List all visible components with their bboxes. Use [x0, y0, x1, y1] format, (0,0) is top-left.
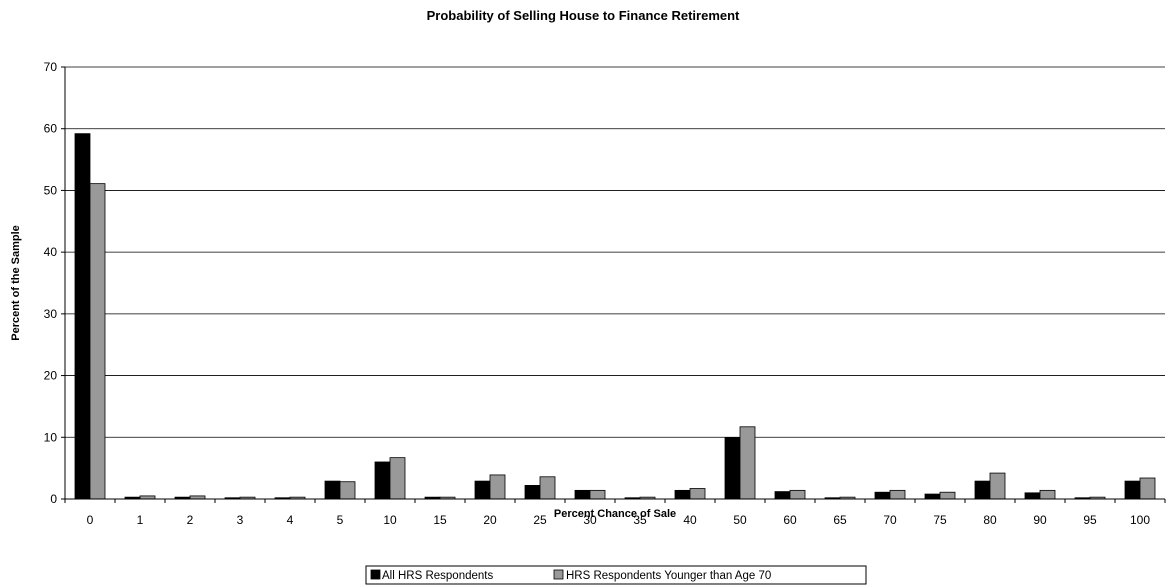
bar-all-30 [574, 489, 591, 500]
x-tick-label: 1 [137, 513, 144, 527]
bar-younger-0 [89, 183, 106, 500]
bar-younger-20 [489, 474, 506, 500]
bar-younger-60 [789, 489, 806, 500]
legend: All HRS Respondents HRS Respondents Young… [365, 565, 867, 585]
bar-all-25 [524, 485, 541, 500]
x-axis-ticks: 0 1 2 3 4 5 10 15 20 25 30 35 40 50 60 65 70 75 80 90 95 100 [64, 499, 1166, 527]
legend-label-all: All HRS Respondents [382, 570, 493, 582]
bar-all-80 [974, 480, 991, 500]
legend-box [365, 565, 867, 585]
bar-all-60 [774, 491, 791, 500]
axes [64, 67, 1165, 500]
bar-all-0 [74, 133, 91, 500]
x-tick-label: 15 [433, 513, 447, 527]
bar-younger-10 [389, 457, 406, 500]
legend-label-younger: HRS Respondents Younger than Age 70 [566, 570, 771, 582]
x-tick-label: 75 [933, 513, 947, 527]
x-tick-label: 70 [883, 513, 897, 527]
bar-younger-80 [989, 472, 1006, 500]
x-tick-label: 80 [983, 513, 997, 527]
bar-all-20 [474, 480, 491, 500]
x-tick-label: 25 [533, 513, 547, 527]
y-tick-label: 60 [44, 122, 58, 136]
bars [74, 133, 1156, 500]
x-tick-label: 3 [237, 513, 244, 527]
bar-all-10 [374, 461, 391, 500]
y-tick-label: 40 [44, 245, 58, 259]
bar-all-5 [324, 480, 341, 500]
bar-younger-30 [589, 489, 606, 500]
y-tick-label: 10 [44, 430, 58, 444]
x-tick-label: 100 [1130, 513, 1150, 527]
legend-swatch-younger [553, 569, 564, 580]
x-tick-label: 2 [187, 513, 194, 527]
chart-title: Probability of Selling House to Finance … [427, 8, 740, 23]
x-tick-label: 40 [683, 513, 697, 527]
x-tick-label: 60 [783, 513, 797, 527]
x-tick-label: 0 [87, 513, 94, 527]
x-axis-title: Percent Chance of Sale [554, 508, 676, 520]
bar-younger-40 [689, 488, 706, 500]
y-tick-label: 30 [44, 307, 58, 321]
bar-younger-90 [1039, 489, 1056, 500]
y-axis-ticks: 0 10 20 30 40 50 60 70 [44, 60, 65, 506]
y-tick-label: 20 [44, 369, 58, 383]
y-tick-label: 0 [50, 492, 57, 506]
y-tick-label: 70 [44, 60, 58, 74]
bar-all-50 [724, 437, 741, 500]
x-tick-label: 30 [583, 513, 597, 527]
x-tick-label: 95 [1083, 513, 1097, 527]
gridlines [65, 66, 1165, 438]
bar-all-90 [1024, 492, 1041, 500]
x-tick-label: 35 [633, 513, 647, 527]
bar-all-70 [874, 491, 891, 500]
bar-all-75 [924, 493, 941, 500]
x-tick-label: 5 [337, 513, 344, 527]
bar-all-100 [1124, 480, 1141, 500]
bar-younger-50 [739, 426, 756, 500]
legend-swatch-all [370, 569, 381, 580]
x-tick-label: 90 [1033, 513, 1047, 527]
y-axis-title: Percent of the Sample [10, 225, 22, 341]
bar-younger-75 [939, 491, 956, 500]
bar-younger-5 [339, 481, 356, 500]
bar-younger-25 [539, 476, 556, 500]
x-tick-label: 10 [383, 513, 397, 527]
x-tick-label: 20 [483, 513, 497, 527]
y-tick-label: 50 [44, 183, 58, 197]
bar-younger-100 [1139, 477, 1156, 500]
x-tick-label: 50 [733, 513, 747, 527]
bar-all-40 [674, 489, 691, 500]
bar-younger-70 [889, 489, 906, 500]
x-tick-label: 65 [833, 513, 847, 527]
x-tick-label: 4 [287, 513, 294, 527]
